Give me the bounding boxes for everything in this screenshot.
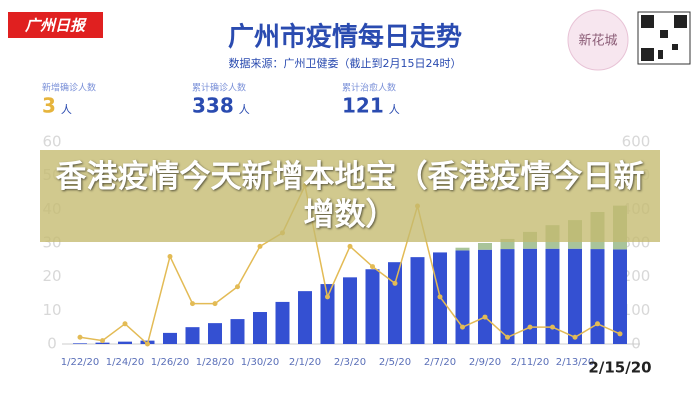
- line-point: [505, 334, 510, 340]
- line-point: [572, 334, 578, 340]
- bar: [568, 248, 582, 344]
- bar: [500, 249, 515, 344]
- x-tick-label: 1/24/20: [106, 357, 145, 368]
- bar: [208, 323, 222, 344]
- stat-unit: 人: [389, 103, 400, 116]
- bar: [388, 262, 402, 344]
- stat-value: 121: [342, 94, 384, 118]
- bar: [343, 277, 357, 344]
- bar: [275, 301, 290, 344]
- line-point: [370, 264, 375, 270]
- line-point: [122, 321, 128, 327]
- stat-unit: 人: [239, 103, 250, 116]
- line-point: [437, 294, 443, 300]
- badge-circle: [567, 9, 629, 71]
- logo-box: [8, 12, 103, 38]
- x-tick-label: 2/1/20: [289, 357, 321, 368]
- bar: [365, 269, 380, 344]
- x-tick-label: 2/5/20: [379, 357, 411, 368]
- y-tick-label: 10: [42, 301, 61, 319]
- bar: [523, 248, 537, 344]
- y2-tick-label: 600: [622, 133, 651, 151]
- bar: [478, 249, 492, 344]
- bar: [185, 327, 200, 344]
- line-point: [212, 301, 218, 307]
- badge: 新花城: [578, 33, 617, 49]
- y-tick-label: 20: [42, 267, 61, 285]
- bar: [455, 250, 470, 344]
- line-point: [550, 324, 555, 330]
- stat-label: 新增确诊人数: [42, 82, 96, 94]
- stat-label: 累计确诊人数: [192, 82, 246, 94]
- line-point: [347, 243, 353, 249]
- line-point: [392, 280, 398, 286]
- bar: [95, 342, 110, 344]
- x-tick-label: 2/15/20: [588, 359, 651, 377]
- stat-label: 累计治愈人数: [342, 82, 396, 94]
- stat-unit: 人: [61, 103, 72, 116]
- bar: [500, 238, 515, 250]
- line-point: [77, 334, 83, 340]
- line-point: [190, 301, 195, 307]
- x-tick-label: 1/22/20: [61, 357, 100, 368]
- bar: [478, 243, 492, 250]
- logo: 广州日报: [24, 17, 87, 35]
- line-point: [325, 294, 330, 300]
- x-tick-label: 2/11/20: [511, 357, 550, 368]
- chart-title: 广州市疫情每日走势: [228, 22, 462, 53]
- x-tick-label: 1/30/20: [241, 357, 280, 368]
- line-point: [145, 341, 150, 347]
- bar: [230, 319, 245, 344]
- x-tick-label: 2/3/20: [334, 357, 366, 368]
- chart-subtitle: 数据来源：广州卫健委（截止到2月15日24时）: [229, 56, 462, 70]
- bar: [118, 341, 132, 344]
- bar: [73, 343, 87, 344]
- x-tick-label: 2/9/20: [469, 357, 501, 368]
- banner: 香港疫情今天新增本地宝（香港疫情今日新增数）: [40, 150, 660, 242]
- qr-code: [637, 11, 691, 65]
- line-point: [617, 331, 623, 337]
- line-point: [482, 314, 488, 320]
- line-point: [595, 321, 600, 327]
- bar: [410, 257, 425, 344]
- bar: [253, 312, 267, 344]
- bar: [545, 248, 560, 344]
- x-tick-label: 1/26/20: [151, 357, 190, 368]
- line-point: [100, 338, 105, 344]
- stat-value: 338: [192, 94, 234, 118]
- y-tick-label: 60: [42, 133, 61, 151]
- x-tick-label: 2/7/20: [424, 357, 456, 368]
- line-point: [460, 324, 465, 330]
- bar: [320, 284, 335, 344]
- y2-tick-label: 100: [622, 301, 651, 319]
- bar: [163, 332, 177, 344]
- stat-value: 3: [42, 94, 56, 118]
- x-tick-label: 2/13/20: [556, 357, 595, 368]
- bar: [455, 247, 470, 251]
- bar: [298, 291, 312, 344]
- x-tick-label: 1/28/20: [196, 357, 235, 368]
- bar: [613, 249, 627, 344]
- line-point: [235, 284, 240, 290]
- y-tick-label: 0: [47, 335, 57, 353]
- line-point: [257, 243, 263, 249]
- banner-text: 香港疫情今天新增本地宝（香港疫情今日新增数）: [55, 159, 645, 233]
- y2-tick-label: 200: [622, 267, 651, 285]
- bar: [590, 249, 605, 344]
- line-point: [167, 253, 173, 259]
- line-point: [527, 324, 533, 330]
